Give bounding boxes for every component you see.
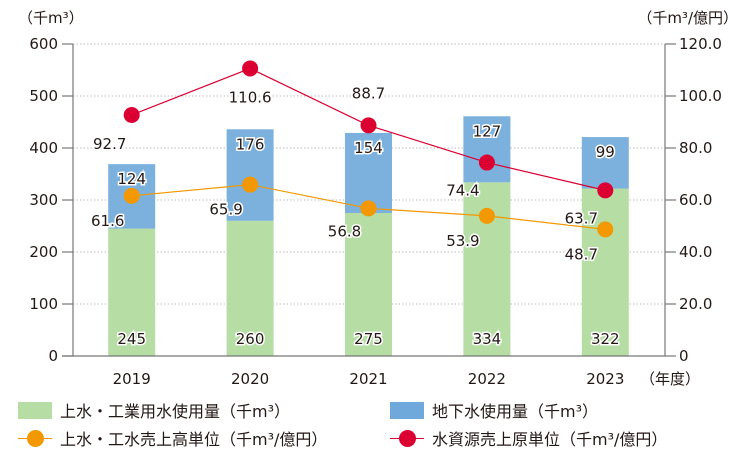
legend-label: 上水・工水売上高単位（千m³/億円）: [60, 430, 328, 449]
left-tick-label: 100: [29, 295, 58, 313]
bar-label-tap-water: 260: [236, 330, 265, 348]
left-tick-label: 500: [29, 87, 58, 105]
right-tick-label: 0: [679, 347, 689, 365]
legend-item-tap-water-sales-unit: 上水・工水売上高単位（千m³/億円）: [18, 426, 327, 450]
x-axis-label: （年度）: [640, 370, 700, 388]
point-sales-unit: [123, 187, 140, 204]
bar-label-groundwater: 127: [473, 122, 502, 140]
point-sales-unit: [360, 200, 377, 217]
legend-item-groundwater-usage: 地下水使用量（千m³）: [390, 398, 598, 422]
bar-groundwater: [345, 132, 392, 213]
left-axis-unit: （千m³）: [18, 9, 84, 27]
legend-label: 上水・工業用水使用量（千m³）: [60, 402, 291, 421]
bar-label-groundwater: 99: [596, 143, 615, 161]
point-cost-unit: [597, 182, 614, 199]
bars: [108, 116, 629, 356]
point-sales-unit: [478, 207, 495, 224]
bar-tap-water: [345, 213, 392, 356]
left-tick-label: 600: [29, 35, 58, 53]
right-tick-label: 60.0: [679, 191, 712, 209]
bar-tap-water: [581, 188, 629, 356]
legend-label: 水資源売上原単位（千m³/億円）: [432, 430, 668, 449]
bar-label-groundwater: 154: [354, 139, 383, 157]
bar-groundwater: [226, 129, 274, 221]
x-tick-label: 2022: [468, 370, 506, 388]
bar-label-tap-water: 245: [117, 330, 146, 348]
legend: 上水・工業用水使用量（千m³） 地下水使用量（千m³） 上水・工水売上高単位（千…: [0, 394, 740, 460]
right-tick-label: 40.0: [679, 243, 712, 261]
legend-red-line-dot-icon: [390, 429, 424, 447]
gridlines: [73, 43, 665, 305]
legend-swatch-green: [18, 401, 52, 419]
legend-label: 地下水使用量（千m³）: [432, 402, 599, 421]
legend-item-tap-water-usage: 上水・工業用水使用量（千m³）: [18, 398, 290, 422]
left-tick-label: 300: [29, 191, 58, 209]
left-tick-label: 400: [29, 139, 58, 157]
point-cost-unit: [242, 60, 259, 77]
right-tick-label: 100.0: [679, 87, 722, 105]
bar-label-tap-water: 334: [473, 330, 502, 348]
left-tick-label: 0: [48, 347, 58, 365]
label-sales-unit: 56.8: [328, 222, 361, 240]
label-cost-unit: 88.7: [352, 84, 385, 102]
legend-item-water-resource-cost-unit: 水資源売上原単位（千m³/億円）: [390, 426, 667, 450]
label-sales-unit: 61.6: [91, 212, 124, 230]
line-series: [123, 60, 614, 238]
bar-label-tap-water: 322: [591, 330, 620, 348]
point-sales-unit: [242, 176, 259, 193]
right-axis-unit: （千m³/億円）: [637, 9, 738, 27]
x-tick-label: 2019: [113, 370, 151, 388]
combo-chart: 0 100 200 300 400 500 600 0 20.0 40.0 60.0 80.0 100.…: [18, 9, 738, 388]
label-sales-unit: 53.9: [446, 232, 479, 250]
point-cost-unit: [478, 154, 495, 171]
label-cost-unit: 92.7: [93, 135, 126, 153]
bar-label-tap-water: 275: [354, 330, 383, 348]
x-tick-label: 2023: [586, 370, 624, 388]
bar-tap-water: [108, 228, 156, 356]
label-cost-unit: 110.6: [229, 88, 272, 106]
label-sales-unit: 48.7: [565, 245, 598, 263]
point-sales-unit: [597, 221, 614, 238]
legend-swatch-blue: [390, 401, 424, 419]
bar-label-groundwater: 124: [117, 170, 146, 188]
left-tick-label: 200: [29, 243, 58, 261]
legend-orange-line-dot-icon: [18, 429, 52, 447]
bar-groundwater: [463, 116, 511, 183]
point-cost-unit: [360, 117, 377, 134]
data-labels: 245 260 275 334 322 124 176 154 127 99 61.6 65.9 56.…: [89, 83, 621, 350]
bar-groundwater: [581, 137, 629, 189]
point-cost-unit: [123, 106, 140, 123]
right-tick-label: 80.0: [679, 139, 712, 157]
x-tick-label: 2020: [231, 370, 269, 388]
label-cost-unit: 74.4: [446, 182, 479, 200]
label-sales-unit: 65.9: [209, 201, 242, 219]
right-tick-label: 20.0: [679, 295, 712, 313]
bar-label-groundwater: 176: [236, 135, 265, 153]
x-tick-label: 2021: [349, 370, 387, 388]
tick-labels: 0 100 200 300 400 500 600 0 20.0 40.0 60.0 80.0 100.…: [29, 35, 722, 388]
label-cost-unit: 63.7: [565, 209, 598, 227]
right-tick-label: 120.0: [679, 35, 722, 53]
bar-tap-water: [226, 220, 274, 356]
